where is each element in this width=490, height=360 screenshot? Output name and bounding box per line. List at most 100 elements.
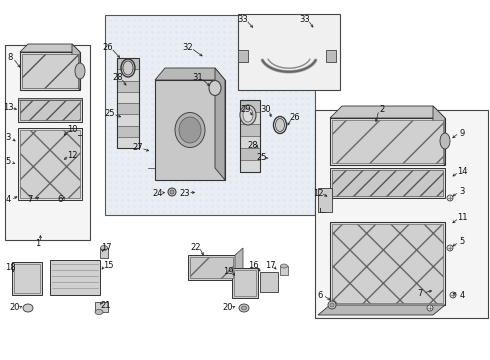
Bar — [240, 148, 260, 160]
Bar — [117, 103, 139, 114]
Text: 12: 12 — [313, 189, 323, 198]
Ellipse shape — [100, 246, 107, 251]
Bar — [315, 110, 488, 318]
Ellipse shape — [23, 304, 33, 312]
Ellipse shape — [447, 245, 453, 251]
Polygon shape — [215, 68, 225, 180]
Polygon shape — [20, 44, 80, 52]
Text: 14: 14 — [457, 167, 467, 176]
Text: 9: 9 — [460, 129, 465, 138]
Bar — [240, 100, 260, 172]
Bar — [117, 58, 139, 69]
Ellipse shape — [328, 301, 336, 309]
Text: 21: 21 — [101, 302, 111, 310]
Bar — [190, 257, 233, 278]
Text: 27: 27 — [133, 144, 143, 153]
Text: 31: 31 — [193, 73, 203, 82]
Bar — [117, 114, 139, 126]
Polygon shape — [433, 106, 445, 165]
Bar — [330, 222, 445, 305]
Bar — [326, 50, 336, 62]
Text: 3: 3 — [5, 134, 11, 143]
Bar — [95, 302, 108, 312]
Text: 26: 26 — [290, 113, 300, 122]
Bar — [155, 80, 225, 180]
Ellipse shape — [170, 190, 174, 194]
Bar — [240, 124, 260, 136]
Ellipse shape — [179, 117, 201, 143]
Text: 3: 3 — [459, 188, 465, 197]
Text: 7: 7 — [417, 288, 423, 297]
Bar — [5, 45, 90, 240]
Text: 8: 8 — [7, 54, 13, 63]
Text: 4: 4 — [5, 195, 11, 204]
Text: 12: 12 — [67, 150, 77, 159]
Ellipse shape — [95, 310, 103, 315]
Bar — [280, 266, 288, 275]
Text: 29: 29 — [241, 105, 251, 114]
Text: 5: 5 — [460, 238, 465, 247]
Ellipse shape — [168, 188, 176, 196]
Bar — [117, 137, 139, 148]
Bar — [117, 126, 139, 137]
Bar — [238, 50, 248, 62]
Bar — [18, 128, 82, 200]
Text: 28: 28 — [247, 140, 258, 149]
Ellipse shape — [447, 195, 453, 201]
Ellipse shape — [330, 303, 334, 307]
Text: 17: 17 — [100, 243, 111, 252]
Ellipse shape — [209, 81, 221, 95]
Ellipse shape — [242, 306, 246, 310]
Ellipse shape — [440, 133, 450, 149]
Text: 11: 11 — [457, 213, 467, 222]
Bar — [117, 81, 139, 92]
Ellipse shape — [75, 63, 85, 79]
Ellipse shape — [239, 304, 249, 312]
Bar — [105, 15, 315, 215]
Ellipse shape — [427, 305, 433, 311]
Text: 2: 2 — [379, 105, 385, 114]
Bar — [240, 100, 260, 112]
Text: 13: 13 — [2, 104, 13, 112]
Bar — [238, 14, 340, 90]
Ellipse shape — [450, 292, 456, 298]
Bar — [12, 262, 42, 295]
Polygon shape — [155, 68, 225, 80]
Bar — [117, 69, 139, 81]
Text: 16: 16 — [247, 261, 258, 270]
Bar — [20, 52, 80, 90]
Bar — [332, 224, 443, 303]
Bar — [330, 118, 445, 165]
Text: 23: 23 — [180, 189, 190, 198]
Polygon shape — [318, 305, 445, 315]
Text: 20: 20 — [223, 303, 233, 312]
Text: 28: 28 — [113, 73, 123, 82]
Bar — [332, 170, 443, 196]
Polygon shape — [18, 98, 82, 100]
Ellipse shape — [175, 112, 205, 148]
Bar — [232, 268, 258, 298]
Bar — [240, 136, 260, 148]
Bar — [332, 120, 443, 163]
Bar — [100, 248, 108, 258]
Text: 20: 20 — [10, 303, 20, 312]
Polygon shape — [72, 44, 80, 90]
Ellipse shape — [240, 105, 256, 125]
Text: 25: 25 — [257, 153, 267, 162]
Text: 6: 6 — [57, 195, 63, 204]
Ellipse shape — [275, 118, 285, 131]
Ellipse shape — [243, 108, 253, 122]
Bar — [318, 188, 332, 212]
Text: 17: 17 — [265, 261, 275, 270]
Text: 30: 30 — [261, 105, 271, 114]
Text: 1: 1 — [35, 238, 41, 248]
Ellipse shape — [123, 61, 133, 75]
Polygon shape — [235, 248, 243, 280]
Bar — [20, 100, 80, 120]
Bar — [20, 130, 80, 198]
Bar — [240, 112, 260, 124]
Polygon shape — [330, 106, 445, 118]
Text: 24: 24 — [153, 189, 163, 198]
Bar — [260, 272, 278, 292]
Text: 22: 22 — [191, 243, 201, 252]
